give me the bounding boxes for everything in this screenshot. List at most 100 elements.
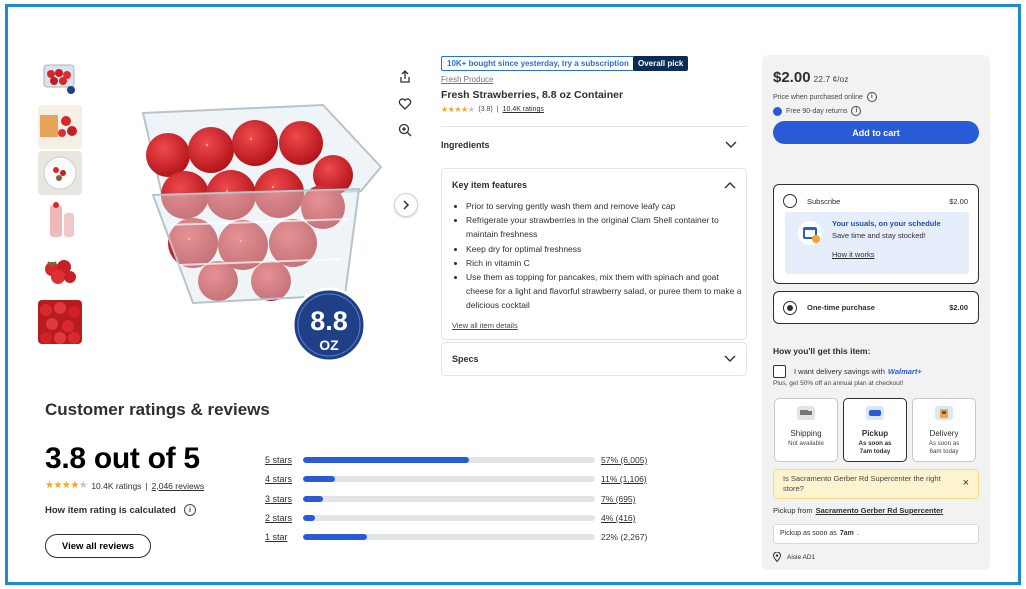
ingredients-accordion[interactable]: Ingredients — [441, 126, 747, 166]
pickup-time-box: Pickup as soon as 7am. — [773, 524, 979, 544]
rating-bar-fill — [303, 496, 324, 502]
favorite-button[interactable] — [392, 91, 418, 117]
subscribe-option[interactable]: Subscribe $2.00 Your usuals, on your sch… — [773, 184, 979, 284]
rating-bar-value: 22% (2,267) — [601, 532, 648, 542]
how-it-works-link[interactable]: How it works — [832, 250, 875, 259]
shipping-option[interactable]: Shipping Not available — [774, 398, 838, 462]
key-features-header[interactable]: Key item features — [442, 169, 746, 190]
info-icon[interactable]: i — [866, 92, 877, 102]
price-note: Price when purchased online — [773, 93, 863, 101]
pickup-time: 7am — [839, 530, 854, 537]
rating-bar-fill — [303, 457, 470, 463]
star-level-link[interactable]: 4 stars — [265, 474, 293, 484]
thumbnail-6[interactable] — [38, 300, 82, 344]
delivery-title: Delivery — [929, 429, 959, 438]
size-badge-value: 8.8 — [310, 306, 348, 336]
thumbnail-1[interactable] — [38, 57, 82, 101]
subscription-calendar-icon — [798, 221, 822, 245]
rating-distribution-row[interactable]: 4 stars 11% (1,106) — [265, 473, 665, 485]
one-time-radio[interactable] — [783, 301, 797, 315]
returns-text: Free 90-day returns — [786, 107, 848, 115]
one-time-purchase-option[interactable]: One-time purchase $2.00 — [773, 291, 979, 324]
size-badge-unit: OZ — [319, 337, 339, 353]
store-alert-text: Is Sacramento Gerber Rd Supercenter the … — [783, 474, 941, 493]
share-icon — [400, 70, 410, 83]
view-all-item-details-link[interactable]: View all item details — [452, 321, 518, 330]
rating-bar-value[interactable]: 57% (6,005) — [601, 455, 648, 465]
ratings-count-link[interactable]: 10.4K ratings — [502, 106, 544, 113]
breadcrumb-fresh-produce[interactable]: Fresh Produce — [441, 75, 494, 84]
add-to-cart-button[interactable]: Add to cart — [773, 121, 979, 144]
info-icon[interactable]: i — [183, 504, 196, 516]
feature-item: Keep dry for optimal freshness — [466, 242, 746, 256]
page-frame: 8.8 OZ 10K+ bought since yesterday, try … — [5, 4, 1021, 585]
thumbnail-4[interactable] — [38, 199, 82, 243]
reviews-separator: | — [145, 480, 148, 491]
rating-distribution-row[interactable]: 3 stars 7% (695) — [265, 493, 665, 505]
how-you-get-item-title: How you'll get this item: — [773, 346, 871, 356]
rating-bar-value[interactable]: 7% (695) — [601, 494, 636, 504]
delivery-option[interactable]: Delivery As soon as 6am today — [912, 398, 976, 462]
rating-distribution-row[interactable]: 5 stars 57% (6,005) — [265, 454, 665, 466]
rating-bar-track — [303, 457, 595, 463]
rating-distribution-row[interactable]: 2 stars 4% (416) — [265, 512, 665, 524]
rating-stars-icon: ★★★★★ — [45, 480, 88, 491]
thumbnail-3[interactable] — [38, 151, 82, 195]
subscribe-price: $2.00 — [949, 197, 968, 206]
view-all-reviews-button[interactable]: View all reviews — [45, 534, 151, 558]
star-level-link[interactable]: 3 stars — [265, 494, 293, 504]
pickup-option[interactable]: Pickup As soon as 7am today — [843, 398, 907, 462]
thumbnail-breakfast-bowl-image — [38, 151, 82, 195]
rating-distribution-row[interactable]: 1 star 22% (2,267) — [265, 531, 665, 543]
rating-bar-fill — [303, 534, 368, 540]
rating-bar-track — [303, 534, 595, 540]
rating-score: 3.8 out of 5 — [45, 442, 200, 475]
chevron-right-icon — [403, 200, 410, 210]
share-button[interactable] — [392, 64, 418, 90]
specs-label: Specs — [452, 354, 479, 364]
rating-bar-value[interactable]: 4% (416) — [601, 513, 636, 523]
delivery-savings-row: I want delivery savings with Walmart+ — [794, 367, 922, 376]
chevron-up-icon — [724, 182, 736, 189]
thumbnail-5[interactable] — [38, 249, 82, 293]
price-row: $2.00 22.7 ¢/oz — [773, 69, 849, 86]
rating-calculation-row: How item rating is calculated i — [45, 504, 196, 516]
pickup-time-period: . — [856, 530, 859, 537]
plus-note: Plus, get 50% off an annual plan at chec… — [773, 380, 904, 387]
pickup-from-label: Pickup from — [773, 506, 813, 515]
subscribe-radio[interactable] — [783, 194, 797, 208]
shipping-sub: Not available — [788, 440, 824, 447]
star-level-link[interactable]: 1 star — [265, 532, 288, 542]
promo-title: Your usuals, on your schedule — [832, 219, 941, 228]
bought-since-badge[interactable]: 10K+ bought since yesterday, try a subsc… — [441, 56, 635, 71]
product-title: Fresh Strawberries, 8.8 oz Container — [441, 89, 624, 101]
product-rating-row: ★★★★★ (3.8) | 10.4K ratings — [441, 105, 544, 114]
thumbnail-2[interactable] — [38, 105, 82, 149]
store-name-link[interactable]: Sacramento Gerber Rd Supercenter — [815, 506, 944, 515]
delivery-savings-checkbox[interactable] — [773, 365, 786, 378]
shipping-title: Shipping — [790, 429, 822, 438]
subscription-promo: Your usuals, on your schedule Save time … — [785, 212, 969, 274]
info-icon[interactable]: i — [851, 106, 862, 116]
overall-pick-badge: Overall pick — [633, 56, 689, 71]
thumbnail-strawberry-clamshell-image — [38, 57, 82, 101]
reviews-ratings-count: 10.4K ratings — [91, 480, 142, 491]
feature-item: Prior to serving gently wash them and re… — [466, 199, 746, 213]
ingredients-label: Ingredients — [441, 140, 490, 150]
star-level-link[interactable]: 5 stars — [265, 455, 293, 465]
zoom-in-icon — [398, 123, 412, 137]
returns-icon — [773, 106, 782, 116]
reviews-count-link[interactable]: 2,046 reviews — [151, 480, 205, 491]
pickup-time-prefix: Pickup as soon as — [780, 530, 837, 537]
rating-bar-value[interactable]: 11% (1,106) — [601, 474, 647, 484]
specs-accordion[interactable]: Specs — [441, 342, 747, 376]
close-icon[interactable]: × — [962, 477, 969, 489]
price-note-row: Price when purchased online i — [773, 92, 877, 102]
zoom-button[interactable] — [392, 117, 418, 143]
rating-separator: | — [496, 106, 499, 113]
returns-row: Free 90-day returns i — [773, 106, 862, 116]
main-product-image: 8.8 OZ — [141, 103, 383, 363]
star-level-link[interactable]: 2 stars — [265, 513, 293, 523]
chevron-down-icon — [725, 141, 737, 148]
next-image-button[interactable] — [394, 193, 418, 217]
